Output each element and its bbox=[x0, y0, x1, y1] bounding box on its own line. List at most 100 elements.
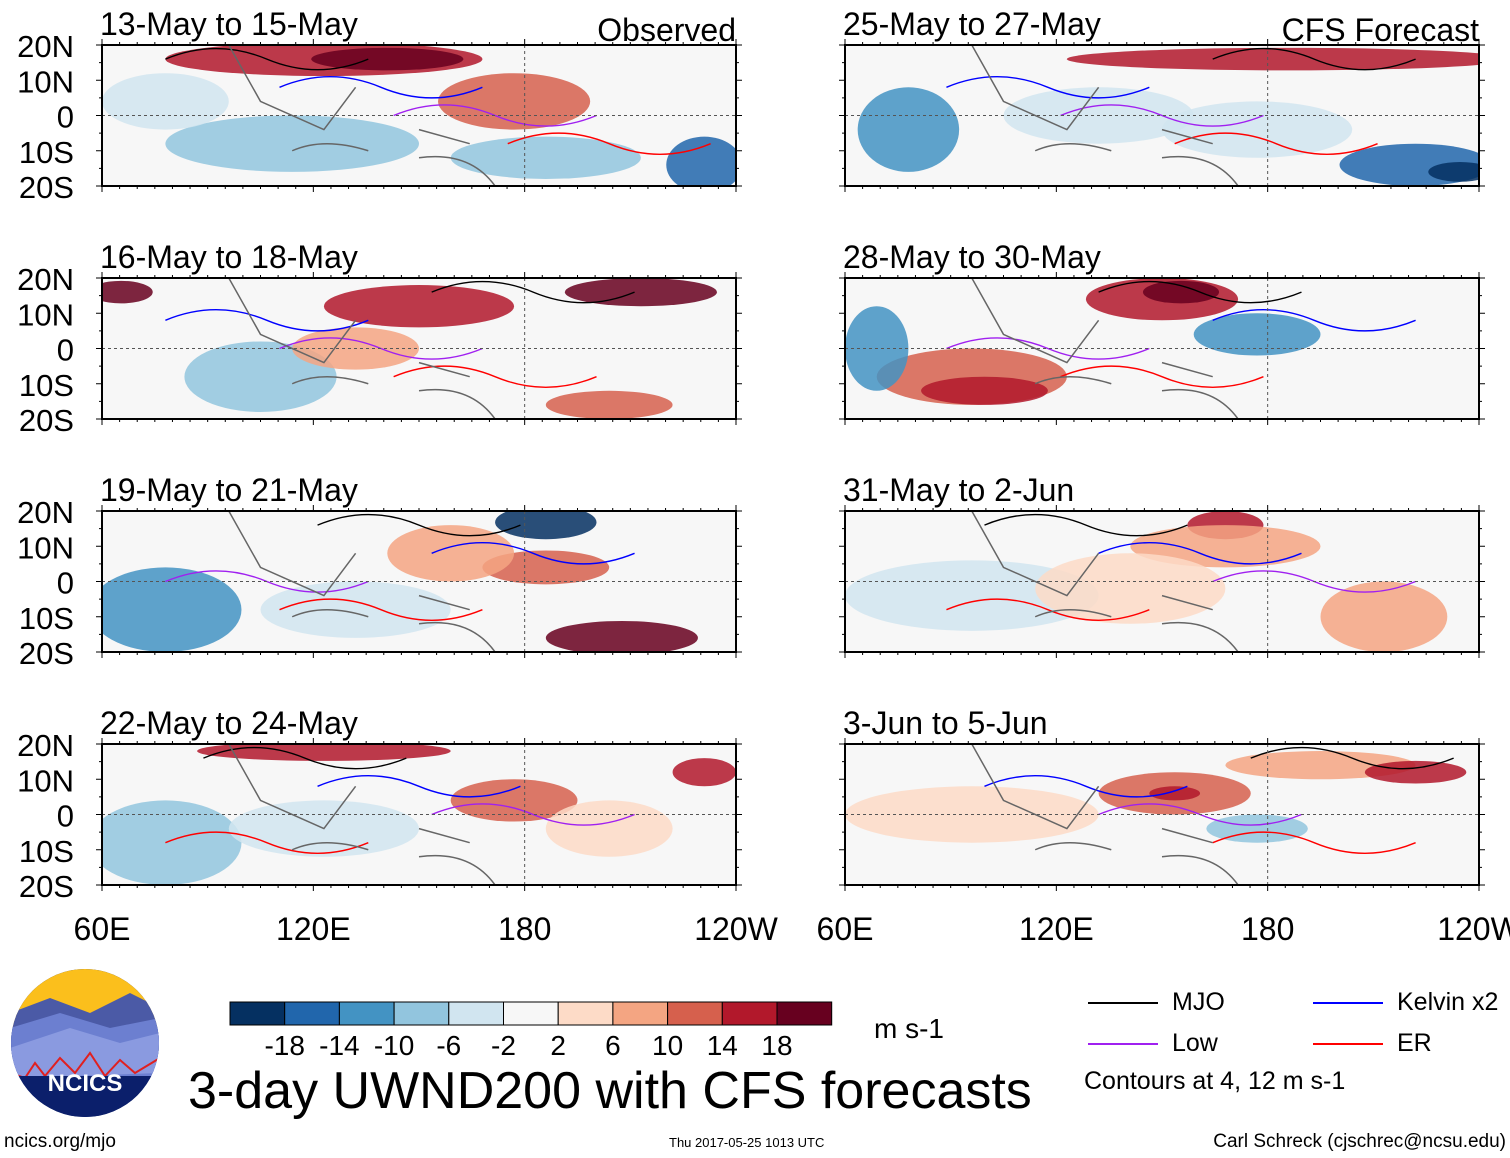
legend-label: Low bbox=[1172, 1029, 1218, 1057]
anomaly-region bbox=[921, 376, 1048, 405]
anomaly-region bbox=[1149, 786, 1201, 801]
panel-title: 28-May to 30-May bbox=[843, 239, 1101, 275]
colorbar-swatch bbox=[776, 1001, 833, 1026]
lon-tick-label: 180 bbox=[498, 911, 551, 947]
lon-tick-label: 60E bbox=[817, 911, 874, 947]
contour-line bbox=[165, 831, 369, 854]
lat-tick-label: 20S bbox=[19, 636, 74, 671]
colorbar-swatch bbox=[393, 1001, 450, 1026]
contour-line bbox=[165, 47, 369, 71]
panel-title: 19-May to 21-May bbox=[100, 472, 358, 508]
contour-line bbox=[946, 76, 1150, 99]
anomaly-region bbox=[184, 341, 337, 412]
legend-line-er bbox=[1313, 1043, 1383, 1045]
colorbar-swatch bbox=[721, 1001, 778, 1026]
lat-tick-label: 10N bbox=[17, 64, 74, 99]
contour-note: Contours at 4, 12 m s-1 bbox=[1084, 1067, 1346, 1095]
contour-line bbox=[1060, 104, 1264, 127]
coastline bbox=[971, 45, 1239, 186]
footer-timestamp: Thu 2017-05-25 1013 UTC bbox=[669, 1135, 825, 1150]
lat-tick-label: 10N bbox=[17, 763, 74, 798]
lat-tick-label: 20S bbox=[19, 170, 74, 205]
lat-tick-label: 10N bbox=[17, 530, 74, 565]
panel-title: 25-May to 27-May bbox=[843, 6, 1101, 42]
anomaly-region bbox=[482, 550, 610, 585]
colorbar-label: -6 bbox=[436, 1030, 461, 1061]
contour-line bbox=[431, 803, 635, 826]
contour-line bbox=[1250, 746, 1454, 770]
anomaly-region bbox=[323, 285, 515, 328]
colorbar-swatch bbox=[338, 1001, 395, 1026]
anomaly-region bbox=[387, 525, 515, 582]
legend-line-kelvin-x2 bbox=[1313, 1002, 1383, 1004]
lat-tick-label: 0 bbox=[57, 799, 74, 834]
anomaly-region bbox=[672, 758, 736, 787]
contour-line bbox=[393, 365, 597, 388]
anomaly-region bbox=[545, 390, 673, 419]
anomaly-region bbox=[545, 620, 698, 652]
anomaly-region bbox=[545, 800, 673, 857]
colorbar-swatch bbox=[229, 1001, 286, 1026]
panel-title: 16-May to 18-May bbox=[100, 239, 358, 275]
colorbar-label: 2 bbox=[550, 1030, 566, 1061]
anomaly-region bbox=[495, 511, 597, 540]
contour-line bbox=[165, 309, 369, 332]
colorbar-label: 10 bbox=[652, 1030, 683, 1061]
anomaly-region bbox=[102, 567, 242, 652]
map-panel: 28-May to 30-May bbox=[839, 239, 1485, 425]
lat-tick-label: 10N bbox=[17, 297, 74, 332]
anomaly-region bbox=[1206, 814, 1308, 843]
contour-line bbox=[1212, 309, 1416, 332]
map-panels: 13-May to 15-May Observed20N10N010S20S16-… bbox=[17, 6, 1510, 947]
anomaly-region bbox=[1035, 553, 1226, 624]
map-panel: 3-Jun to 5-Jun bbox=[839, 705, 1485, 891]
contour-line bbox=[317, 513, 521, 537]
lon-tick-label: 120E bbox=[1019, 911, 1094, 947]
lat-tick-label: 0 bbox=[57, 333, 74, 368]
contour-line bbox=[203, 746, 407, 770]
colorbar-label: -10 bbox=[374, 1030, 414, 1061]
contour-line bbox=[507, 132, 711, 155]
ncics-logo: NCICS bbox=[11, 969, 159, 1117]
lat-tick-label: 20N bbox=[17, 262, 74, 297]
anomaly-region bbox=[165, 115, 419, 172]
anomaly-region bbox=[1320, 581, 1448, 652]
colorbar-label: -2 bbox=[491, 1030, 516, 1061]
lat-tick-label: 20N bbox=[17, 728, 74, 763]
lon-tick-label: 120W bbox=[694, 911, 778, 947]
anomaly-region bbox=[102, 280, 153, 304]
column-label: Observed bbox=[597, 12, 736, 48]
panel-title: 3-Jun to 5-Jun bbox=[843, 705, 1048, 741]
colorbar-label: 18 bbox=[761, 1030, 792, 1061]
lat-tick-label: 10S bbox=[19, 368, 74, 403]
units-label: m s-1 bbox=[874, 1013, 944, 1044]
colorbar-swatch bbox=[612, 1001, 669, 1026]
footer-author: Carl Schreck (cjschrec@ncsu.edu) bbox=[1213, 1131, 1506, 1152]
colorbar-label: 14 bbox=[707, 1030, 738, 1061]
lon-tick-label: 120E bbox=[276, 911, 351, 947]
lat-tick-label: 10S bbox=[19, 601, 74, 636]
anomaly-region bbox=[1066, 47, 1479, 71]
map-panel: 31-May to 2-Jun bbox=[839, 472, 1485, 658]
column-label: CFS Forecast bbox=[1282, 12, 1479, 48]
contour-line bbox=[279, 76, 483, 99]
lat-tick-label: 10S bbox=[19, 834, 74, 869]
lat-tick-label: 20S bbox=[19, 869, 74, 904]
contour-line bbox=[984, 513, 1188, 537]
contour-line bbox=[1060, 365, 1264, 388]
coastline bbox=[971, 511, 1239, 652]
panel-title: 22-May to 24-May bbox=[100, 705, 358, 741]
anomaly-region bbox=[260, 581, 451, 638]
panel-title: 31-May to 2-Jun bbox=[843, 472, 1074, 508]
colorbar-swatch bbox=[503, 1001, 559, 1026]
colorbar-swatch bbox=[667, 1001, 723, 1026]
contour-line bbox=[946, 337, 1150, 360]
contour-line bbox=[1098, 280, 1302, 304]
contour-line bbox=[1174, 132, 1378, 155]
colorbar: -18 -14 -10 -6 -2 2 6 10 14 18 bbox=[229, 1001, 833, 1061]
contour-line bbox=[317, 775, 521, 798]
